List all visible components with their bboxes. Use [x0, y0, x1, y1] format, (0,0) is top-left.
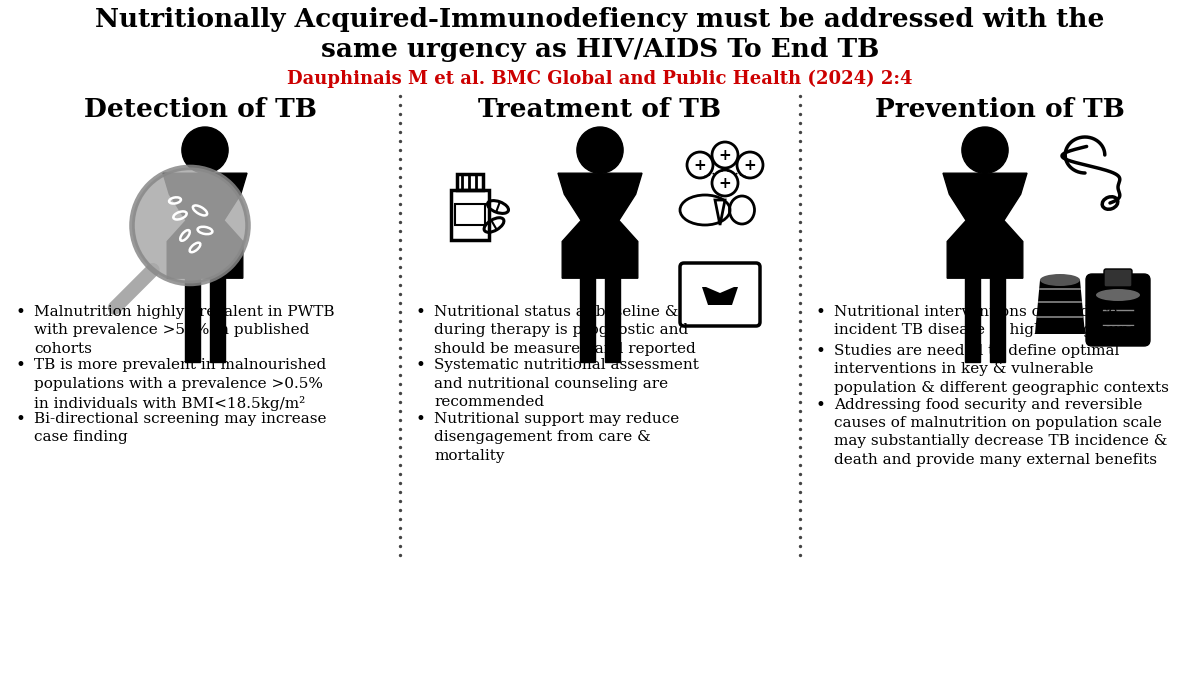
Bar	[580, 278, 595, 362]
Bar	[457, 174, 482, 190]
Text: +: +	[719, 176, 731, 190]
FancyBboxPatch shape	[1104, 269, 1132, 287]
Polygon shape	[558, 173, 642, 278]
Text: •: •	[416, 304, 426, 321]
Circle shape	[182, 127, 228, 173]
Text: •: •	[816, 396, 826, 414]
Bar	[185, 278, 199, 362]
Text: Malnutrition highly prevalent in PWTB
with prevalence >50% in published
cohorts: Malnutrition highly prevalent in PWTB wi…	[34, 305, 335, 356]
Text: Nutritional interventions can reduce
incident TB disease in high risk groups: Nutritional interventions can reduce inc…	[834, 305, 1136, 338]
FancyBboxPatch shape	[1086, 274, 1150, 346]
Text: Treatment of TB: Treatment of TB	[479, 97, 721, 122]
Circle shape	[577, 127, 623, 173]
Bar	[990, 278, 1004, 362]
Circle shape	[132, 167, 248, 284]
Text: Prevention of TB: Prevention of TB	[875, 97, 1124, 122]
Text: •: •	[16, 304, 26, 321]
Text: Systematic nutritional assessment
and nutritional counseling are
recommended: Systematic nutritional assessment and nu…	[434, 358, 698, 409]
Text: •: •	[416, 358, 426, 375]
Text: •: •	[16, 358, 26, 375]
Text: •: •	[16, 411, 26, 428]
Polygon shape	[1034, 280, 1085, 334]
Polygon shape	[706, 287, 734, 293]
Text: Nutritionally Acquired-Immunodefiency must be addressed with the: Nutritionally Acquired-Immunodefiency mu…	[95, 7, 1105, 32]
Text: •: •	[416, 411, 426, 428]
Text: same urgency as HIV/AIDS To End TB: same urgency as HIV/AIDS To End TB	[320, 37, 880, 62]
Text: +: +	[719, 148, 731, 163]
Text: Studies are needed to define optimal
interventions in key & vulnerable
populatio: Studies are needed to define optimal int…	[834, 344, 1169, 395]
Text: Bi-directional screening may increase
case finding: Bi-directional screening may increase ca…	[34, 412, 326, 444]
Text: •: •	[816, 304, 826, 321]
Text: Dauphinais M et al. BMC Global and Public Health (2024) 2:4: Dauphinais M et al. BMC Global and Publi…	[287, 70, 913, 88]
Bar	[965, 278, 979, 362]
Bar	[451, 190, 490, 240]
Bar	[455, 204, 485, 225]
Circle shape	[962, 127, 1008, 173]
Text: Nutritional status at baseline &
during therapy is prognostic and
should be meas: Nutritional status at baseline & during …	[434, 305, 696, 356]
Text: Detection of TB: Detection of TB	[84, 97, 317, 122]
Polygon shape	[163, 173, 247, 278]
Text: Addressing food security and reversible
causes of malnutrition on population sca: Addressing food security and reversible …	[834, 398, 1168, 466]
Polygon shape	[702, 287, 738, 305]
Text: •: •	[816, 343, 826, 360]
Text: TB is more prevalent in malnourished
populations with a prevalence >0.5%
in indi: TB is more prevalent in malnourished pop…	[34, 358, 326, 410]
Ellipse shape	[1096, 289, 1140, 301]
Bar	[210, 278, 224, 362]
Polygon shape	[943, 173, 1027, 278]
Text: +: +	[744, 157, 756, 173]
Text: +: +	[694, 157, 707, 173]
Ellipse shape	[1040, 274, 1080, 286]
Text: Nutritional support may reduce
disengagement from care &
mortality: Nutritional support may reduce disengage…	[434, 412, 679, 463]
Bar	[605, 278, 620, 362]
